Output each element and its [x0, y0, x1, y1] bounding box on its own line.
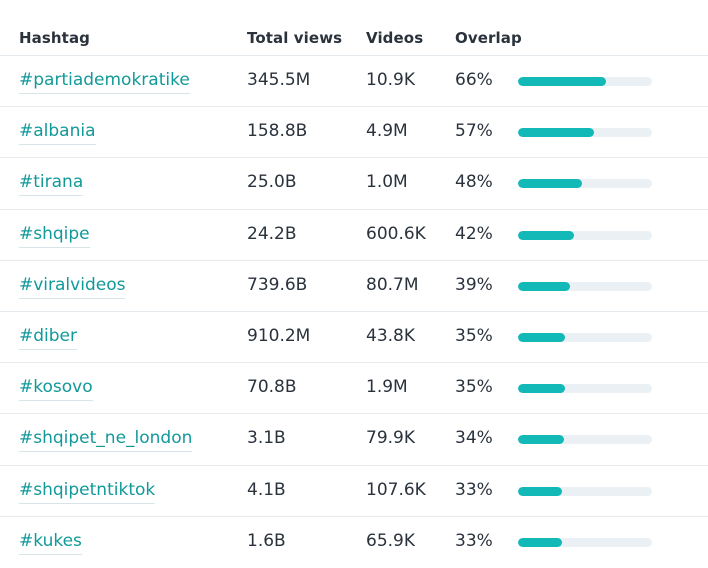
hashtag-cell: #kukes: [19, 530, 82, 555]
table-body: #partiademokratike 345.5M 10.9K 66% #albania…: [0, 56, 708, 568]
total-views-cell: 4.1B: [247, 479, 286, 500]
hashtag-link[interactable]: #kosovo: [19, 377, 93, 402]
total-views-cell: 910.2M: [247, 325, 311, 346]
videos-cell: 1.9M: [366, 377, 408, 398]
overlap-cell: 35%: [455, 377, 493, 398]
hashtag-link[interactable]: #kukes: [19, 530, 82, 555]
table-row: #kosovo 70.8B 1.9M 35%: [0, 363, 708, 415]
table-header: Hashtag Total views Videos Overlap: [0, 0, 708, 56]
overlap-cell: 48%: [455, 172, 493, 193]
videos-cell: 107.6K: [366, 479, 426, 500]
header-overlap: Overlap: [455, 29, 522, 47]
hashtag-cell: #shqipe: [19, 223, 90, 248]
overlap-cell: 35%: [455, 325, 493, 346]
overlap-bar-track: [518, 128, 652, 138]
videos-cell: 600.6K: [366, 223, 426, 244]
overlap-cell: 34%: [455, 428, 493, 449]
hashtag-cell: #partiademokratike: [19, 70, 190, 94]
header-total-views: Total views: [247, 29, 343, 47]
videos-cell: 43.8K: [366, 325, 415, 346]
table-row: #viralvideos 739.6B 80.7M 39%: [0, 261, 708, 312]
hashtag-link[interactable]: #tirana: [19, 172, 84, 197]
overlap-bar-fill: [518, 384, 565, 394]
total-views-cell: 158.8B: [247, 121, 308, 142]
overlap-bar-track: [518, 281, 652, 291]
total-views-cell: 345.5M: [247, 70, 311, 90]
total-views-cell: 24.2B: [247, 223, 297, 244]
overlap-bar-fill: [518, 281, 571, 291]
overlap-bar-fill: [518, 332, 565, 342]
header-hashtag: Hashtag: [19, 29, 91, 47]
hashtag-link[interactable]: #partiademokratike: [19, 70, 190, 94]
hashtag-link[interactable]: #shqipe: [19, 223, 90, 248]
overlap-bar-track: [518, 537, 652, 547]
header-videos: Videos: [366, 29, 424, 47]
overlap-bar-track: [518, 179, 652, 189]
overlap-bar-track: [518, 435, 652, 445]
total-views-cell: 739.6B: [247, 274, 308, 295]
overlap-cell: 33%: [455, 479, 493, 500]
table-row: #kukes 1.6B 65.9K 33%: [0, 517, 708, 568]
hashtag-cell: #tirana: [19, 172, 84, 197]
overlap-bar-fill: [518, 230, 575, 240]
overlap-cell: 39%: [455, 274, 493, 295]
hashtag-link[interactable]: #shqipet_ne_london: [19, 428, 193, 453]
overlap-cell: 33%: [455, 530, 493, 551]
videos-cell: 10.9K: [366, 70, 415, 90]
overlap-bar-track: [518, 77, 652, 86]
videos-cell: 80.7M: [366, 274, 419, 295]
hashtag-cell: #albania: [19, 121, 96, 146]
overlap-bar-fill: [518, 486, 563, 496]
overlap-bar-track: [518, 486, 652, 496]
overlap-bar-track: [518, 384, 652, 394]
table-row: #shqipe 24.2B 600.6K 42%: [0, 210, 708, 261]
hashtag-cell: #shqipet_ne_london: [19, 428, 193, 453]
table-row: #diber 910.2M 43.8K 35%: [0, 312, 708, 364]
hashtag-cell: #viralvideos: [19, 274, 126, 299]
videos-cell: 79.9K: [366, 428, 415, 449]
total-views-cell: 3.1B: [247, 428, 286, 449]
hashtag-cell: #diber: [19, 325, 77, 350]
overlap-bar-fill: [518, 537, 563, 547]
total-views-cell: 70.8B: [247, 377, 297, 398]
total-views-cell: 25.0B: [247, 172, 297, 193]
overlap-bar-fill: [518, 179, 583, 189]
hashtag-cell: #kosovo: [19, 377, 93, 402]
overlap-bar-fill: [518, 128, 595, 138]
total-views-cell: 1.6B: [247, 530, 286, 551]
hashtag-link[interactable]: #diber: [19, 325, 77, 350]
table-row: #tirana 25.0B 1.0M 48%: [0, 158, 708, 210]
videos-cell: 4.9M: [366, 121, 408, 142]
hashtag-cell: #shqipetntiktok: [19, 479, 156, 504]
table-row: #albania 158.8B 4.9M 57%: [0, 107, 708, 159]
overlap-cell: 42%: [455, 223, 493, 244]
videos-cell: 65.9K: [366, 530, 415, 551]
hashtag-link[interactable]: #shqipetntiktok: [19, 479, 156, 504]
overlap-bar-track: [518, 332, 652, 342]
overlap-bar-fill: [518, 77, 607, 86]
videos-cell: 1.0M: [366, 172, 408, 193]
table-row: #partiademokratike 345.5M 10.9K 66%: [0, 56, 708, 108]
overlap-bar-track: [518, 230, 652, 240]
overlap-cell: 66%: [455, 70, 493, 90]
table-row: #shqipet_ne_london 3.1B 79.9K 34%: [0, 414, 708, 466]
overlap-bar-fill: [518, 435, 564, 445]
overlap-cell: 57%: [455, 121, 493, 142]
table-row: #shqipetntiktok 4.1B 107.6K 33%: [0, 466, 708, 517]
hashtag-link[interactable]: #viralvideos: [19, 274, 126, 299]
hashtag-link[interactable]: #albania: [19, 121, 96, 146]
